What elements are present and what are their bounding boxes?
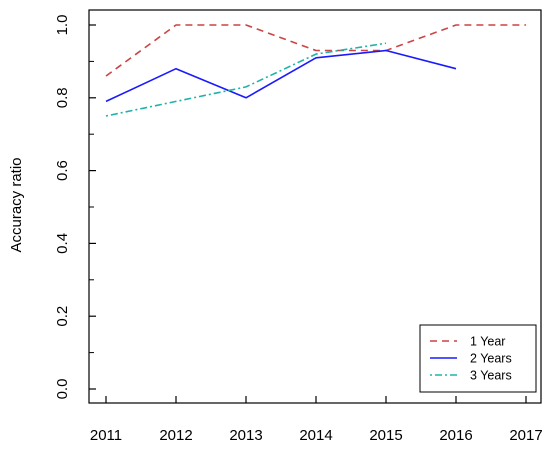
y-tick-label: 0.8 xyxy=(54,87,71,108)
legend: 1 Year 2 Years 3 Years xyxy=(419,324,537,393)
y-tick-label: 0.6 xyxy=(54,160,71,181)
y-tick-label: 0.2 xyxy=(54,306,71,327)
x-tick-label: 2016 xyxy=(439,427,472,444)
series-layer xyxy=(105,24,526,117)
x-tick-label: 2013 xyxy=(229,427,262,444)
y-tick-label: 0.4 xyxy=(54,233,71,254)
legend-label-2: 2 Years xyxy=(470,352,512,366)
x-tick-label: 2011 xyxy=(90,427,122,444)
y-tick-label: 0.0 xyxy=(54,379,71,400)
legend-label-3: 3 Years xyxy=(470,369,512,383)
series-line-1 xyxy=(105,24,526,77)
x-tick-label: 2015 xyxy=(369,427,402,444)
x-tick-label: 2017 xyxy=(509,427,542,444)
y-tick-label: 1.0 xyxy=(54,15,71,36)
series-line-3 xyxy=(105,42,387,117)
x-axis: 2011 2012 2013 2014 2015 2016 2017 xyxy=(90,396,543,444)
y-axis: 0.0 0.2 0.4 0.6 0.8 1.0 xyxy=(54,15,96,400)
y-axis-title: Accuracy ratio xyxy=(8,157,25,252)
x-tick-label: 2014 xyxy=(299,427,332,444)
x-tick-label: 2012 xyxy=(159,427,192,444)
legend-label-1: 1 Year xyxy=(470,335,505,349)
series-line-2 xyxy=(105,49,457,103)
